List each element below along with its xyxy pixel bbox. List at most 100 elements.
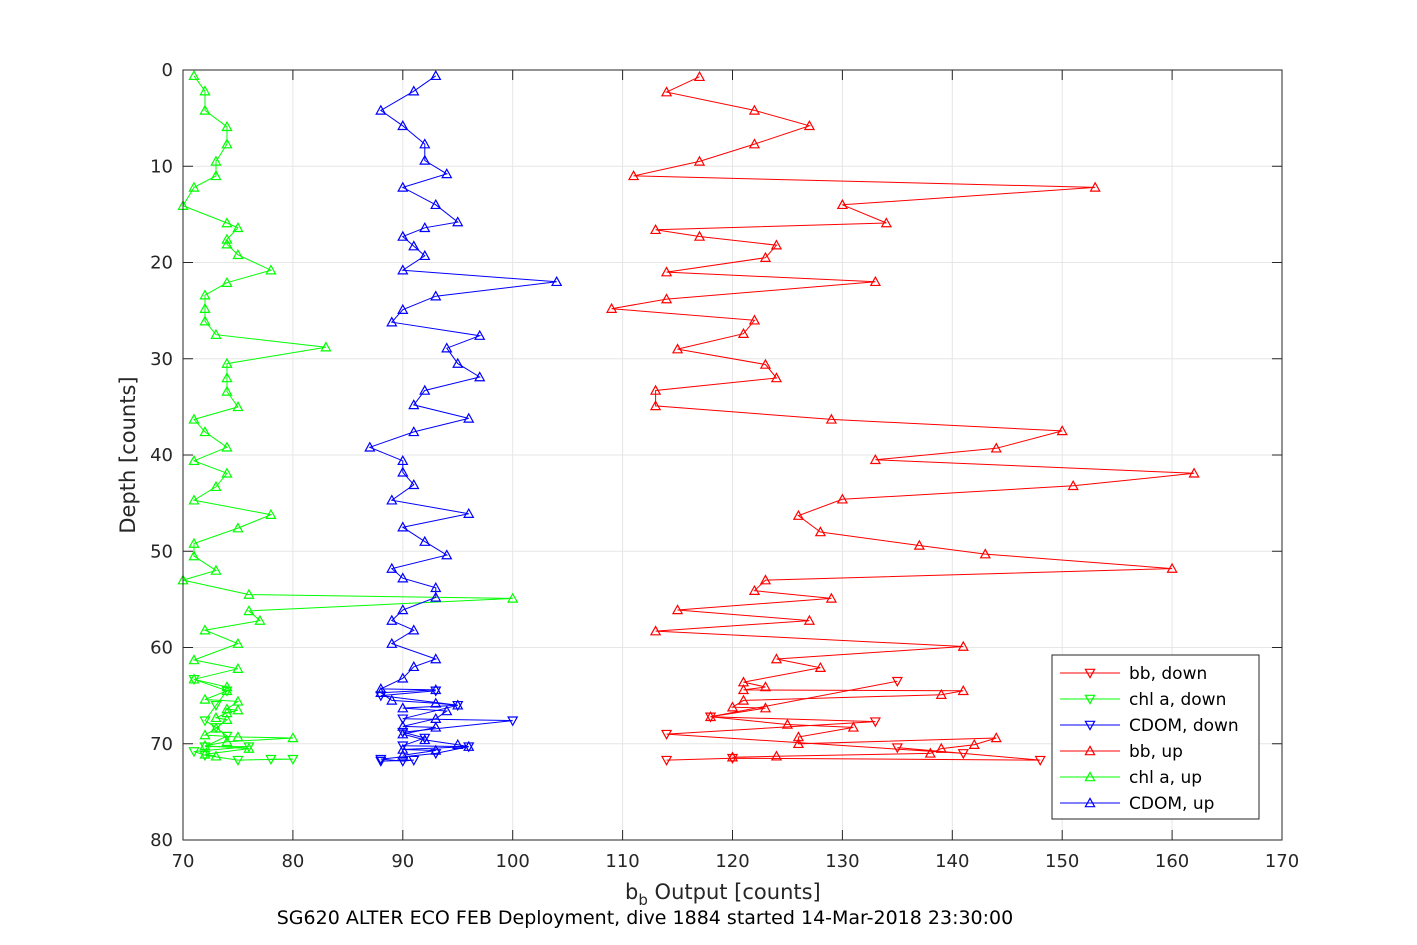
data-point	[397, 454, 409, 466]
data-point	[463, 740, 475, 751]
data-point	[507, 716, 519, 727]
data-point	[386, 637, 398, 648]
data-point	[836, 493, 849, 504]
data-point	[188, 537, 200, 548]
data-point	[507, 592, 519, 603]
x-tick-label: 70	[172, 851, 195, 872]
data-point	[452, 216, 464, 227]
data-point	[803, 614, 816, 625]
data-point	[397, 119, 409, 131]
data-point	[210, 750, 222, 761]
data-point	[243, 742, 255, 753]
data-point	[210, 155, 222, 166]
data-point	[188, 181, 200, 192]
data-point	[386, 494, 398, 505]
data-point	[210, 711, 222, 723]
data-point	[386, 562, 398, 573]
data-point	[199, 748, 211, 759]
data-point	[221, 713, 233, 724]
data-point	[649, 223, 662, 235]
data-point	[221, 703, 233, 714]
data-point	[221, 217, 233, 228]
data-point	[408, 399, 420, 410]
legend-entry: bb, down	[1060, 664, 1207, 684]
data-point	[891, 743, 903, 754]
data-point	[243, 588, 255, 599]
data-point	[649, 400, 662, 411]
legend-label: bb, down	[1129, 664, 1207, 684]
data-point	[452, 738, 464, 749]
x-tick-label: 160	[1155, 851, 1189, 872]
data-point	[726, 753, 739, 765]
data-point	[452, 699, 464, 710]
legend-marker	[1084, 797, 1096, 808]
data-point	[221, 681, 233, 692]
data-point	[935, 742, 947, 753]
data-point	[397, 521, 409, 532]
data-point	[430, 684, 442, 695]
data-point	[1166, 562, 1178, 573]
data-point	[419, 249, 431, 261]
data-point	[792, 737, 805, 749]
data-point	[1034, 755, 1046, 766]
series-cdom-up	[364, 69, 563, 760]
data-point	[397, 743, 409, 754]
data-point	[649, 625, 662, 636]
data-point	[287, 754, 299, 765]
data-point	[463, 507, 475, 518]
data-point	[210, 170, 222, 181]
data-point	[199, 315, 211, 326]
data-point	[232, 522, 244, 533]
data-point	[199, 426, 211, 437]
data-point	[748, 138, 761, 149]
series-bb-down	[660, 676, 1046, 766]
data-point	[430, 721, 442, 732]
series-line	[611, 76, 1195, 758]
data-point	[210, 328, 222, 339]
data-point	[232, 755, 244, 766]
data-point	[199, 624, 211, 635]
data-point	[990, 442, 1002, 453]
data-point	[671, 343, 684, 354]
legend-marker	[1084, 771, 1096, 782]
data-point	[188, 494, 200, 505]
data-point	[660, 266, 673, 277]
x-tick-label: 100	[496, 851, 530, 872]
data-point	[1188, 467, 1200, 478]
data-point	[726, 751, 739, 762]
data-point	[188, 654, 200, 665]
data-point	[397, 572, 409, 583]
series-line	[380, 690, 513, 762]
y-tick-label: 70	[150, 734, 173, 755]
data-point	[803, 119, 816, 131]
y-axis-label: Depth [counts]	[116, 376, 140, 533]
data-point	[660, 86, 673, 97]
data-point	[814, 661, 827, 672]
series-line	[368, 75, 557, 756]
data-point	[979, 548, 991, 559]
data-point	[221, 138, 233, 149]
data-point	[825, 592, 838, 603]
data-point	[726, 701, 739, 712]
legend-label: chl a, down	[1129, 690, 1226, 710]
series-line	[193, 678, 293, 761]
data-point	[836, 198, 849, 210]
data-point	[210, 722, 222, 733]
data-point	[232, 662, 244, 673]
data-point	[430, 591, 442, 602]
data-point	[221, 120, 233, 132]
data-point	[869, 717, 881, 728]
data-point	[847, 721, 860, 732]
data-point	[770, 653, 783, 664]
data-point	[441, 705, 453, 716]
data-point	[737, 327, 750, 339]
data-point	[199, 729, 211, 740]
data-point	[188, 550, 200, 561]
data-point	[759, 251, 772, 262]
x-tick-label: 150	[1045, 851, 1079, 872]
data-point	[880, 217, 892, 228]
y-tick-label: 80	[150, 830, 173, 851]
data-point	[232, 704, 244, 715]
data-point	[792, 731, 805, 742]
